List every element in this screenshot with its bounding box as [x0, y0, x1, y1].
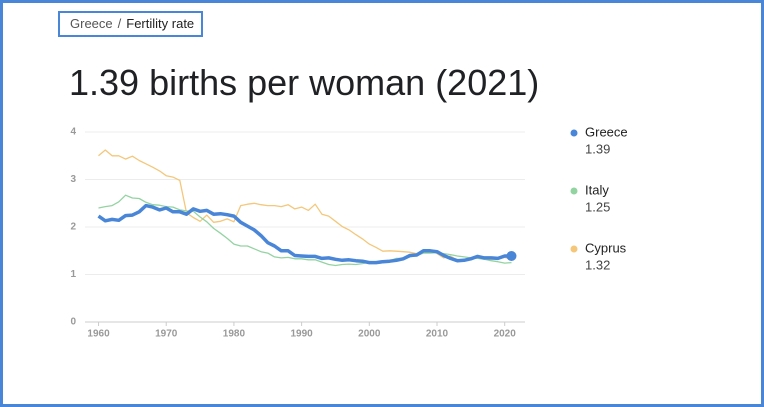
- y-tick-label: 0: [70, 317, 76, 328]
- y-tick-label: 4: [70, 127, 76, 138]
- legend-name[interactable]: Greece: [585, 124, 628, 139]
- end-point: [506, 250, 517, 261]
- series-line: [97, 203, 512, 265]
- legend-dot: [570, 245, 578, 253]
- legend-dot: [570, 129, 578, 137]
- y-tick-label: 3: [70, 174, 76, 185]
- breadcrumb-separator: /: [117, 16, 122, 31]
- legend-name[interactable]: Cyprus: [585, 240, 627, 255]
- y-tick-label: 1: [70, 269, 76, 280]
- x-tick-label: 2010: [426, 329, 449, 340]
- legend-name[interactable]: Italy: [585, 182, 609, 197]
- legend-value: 1.39: [585, 141, 610, 156]
- breadcrumb: Greece / Fertility rate: [58, 11, 204, 37]
- x-tick-label: 1990: [290, 329, 313, 340]
- breadcrumb-country[interactable]: Greece: [70, 16, 113, 31]
- y-tick-label: 2: [70, 222, 76, 233]
- legend-value: 1.25: [585, 199, 610, 214]
- x-tick-label: 1960: [87, 329, 110, 340]
- x-tick-label: 2020: [494, 329, 517, 340]
- legend-dot: [570, 187, 578, 195]
- x-tick-label: 2000: [358, 329, 381, 340]
- x-tick-label: 1970: [155, 329, 178, 340]
- chart-title: 1.39 births per woman (2021): [69, 62, 540, 103]
- series-line: [98, 149, 512, 261]
- legend-value: 1.32: [585, 257, 610, 272]
- x-tick-label: 1980: [223, 329, 246, 340]
- breadcrumb-page: Fertility rate: [126, 16, 195, 31]
